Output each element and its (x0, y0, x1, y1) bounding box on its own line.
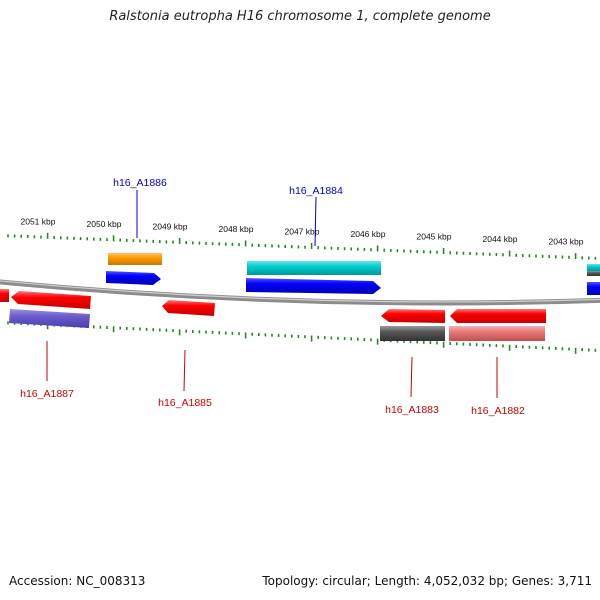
chromosome-backbone (0, 279, 600, 306)
gene-reverse-gray[interactable] (380, 326, 445, 341)
ruler-tick-labels: 2051 kbp 2050 kbp 2049 kbp 2048 kbp 2047 kbp… (21, 216, 584, 246)
gene-h16-A1885-feature[interactable] (162, 300, 215, 316)
gene-h16-A1883-feature[interactable] (381, 309, 445, 323)
genome-summary-text: Topology: circular; Length: 4,052,032 bp… (262, 574, 592, 588)
tick-label: 2047 kbp (285, 227, 320, 237)
gene-label-h16-A1883[interactable]: h16_A1883 (385, 404, 439, 416)
tick-label: 2049 kbp (153, 222, 188, 232)
tick-label: 2043 kbp (549, 237, 584, 247)
gene-forward-blue-edge[interactable] (587, 282, 600, 295)
gene-label-h16-A1886[interactable]: h16_A1886 (113, 177, 167, 189)
gene-reverse-purple[interactable] (9, 309, 90, 328)
tick-label: 2051 kbp (21, 216, 56, 226)
gene-forward-cyan-edge[interactable] (587, 264, 600, 276)
gene-label-h16-A1887[interactable]: h16_A1887 (20, 388, 74, 400)
gene-forward-blue-1[interactable] (106, 271, 161, 285)
gene-label-h16-A1882[interactable]: h16_A1882 (471, 405, 525, 417)
gene-h16-A1886-feature[interactable] (108, 253, 162, 265)
gene-h16-A1884-feature[interactable] (247, 261, 381, 275)
gene-label-h16-A1885[interactable]: h16_A1885 (158, 397, 212, 409)
gene-h16-A1887-feature[interactable] (11, 291, 91, 309)
gene-reverse-pink[interactable] (449, 326, 545, 341)
accession-text: Accession: NC_008313 (9, 574, 146, 588)
gene-forward-blue-2[interactable] (246, 278, 381, 294)
gene-label-leaders (46, 190, 498, 398)
tick-label: 2044 kbp (483, 234, 518, 244)
tick-label: 2050 kbp (87, 219, 122, 229)
tick-label: 2048 kbp (219, 224, 254, 234)
gene-reverse-red-edge[interactable] (0, 289, 9, 302)
gene-h16-A1882-feature[interactable] (450, 309, 546, 323)
tick-label: 2046 kbp (351, 229, 386, 239)
tick-label: 2045 kbp (417, 232, 452, 242)
gene-label-h16-A1884[interactable]: h16_A1884 (289, 185, 343, 197)
ruler-ticks-outer (7, 232, 597, 260)
map-title: Ralstonia eutropha H16 chromosome 1, com… (109, 9, 491, 24)
